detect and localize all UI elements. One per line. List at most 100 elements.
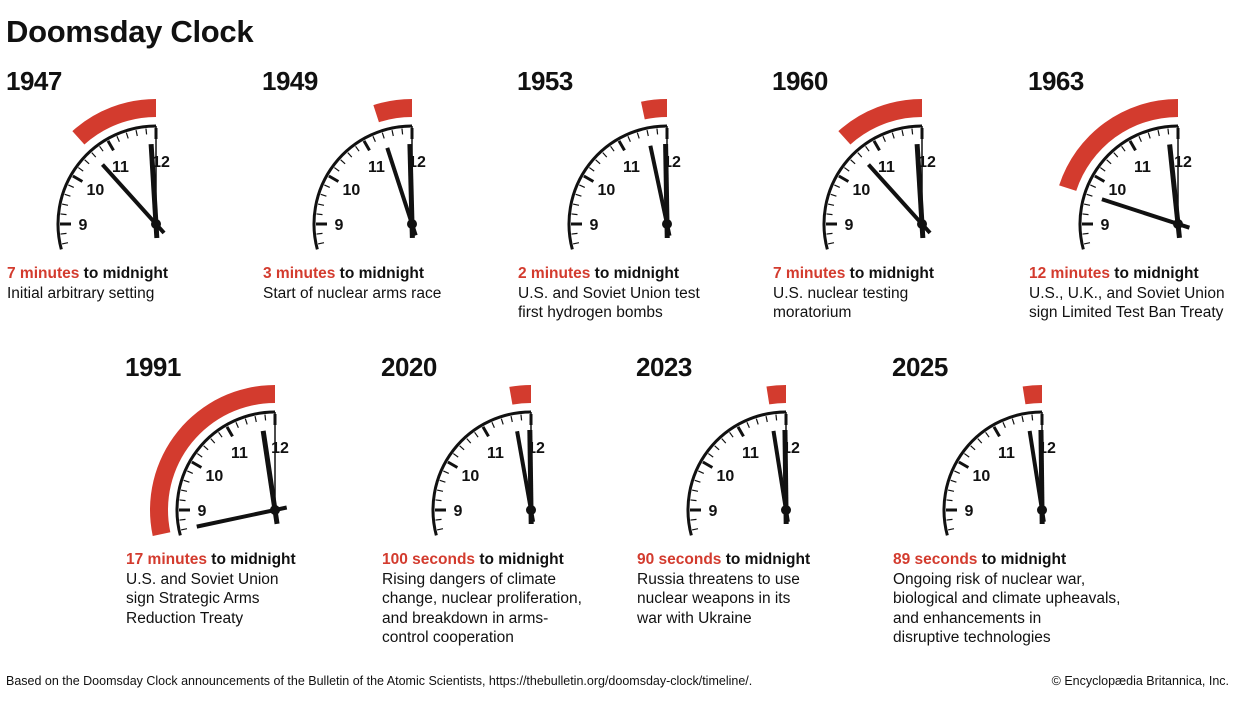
minute-tick (435, 499, 442, 502)
minute-tick (610, 145, 615, 152)
minute-tick (187, 470, 194, 474)
clock-numeral: 11 (231, 445, 248, 462)
minute-tick (911, 128, 914, 135)
year-label: 1949 (262, 66, 318, 96)
minute-tick (183, 479, 190, 483)
minute-tick (636, 132, 640, 139)
clock-numeral: 11 (368, 159, 385, 176)
clock-panel-2023: 2023 9 10 11 12 90 seconds to midnight Russia … (636, 352, 871, 642)
description-line: nuclear weapons in its (637, 590, 791, 607)
minute-tick (320, 193, 327, 197)
clock-numeral: 12 (918, 154, 936, 171)
minute-tick (125, 132, 129, 139)
description-line: Ongoing risk of nuclear war, (893, 570, 1086, 588)
minute-tick (707, 453, 714, 458)
minute-tick (963, 453, 970, 458)
minute-tick (602, 152, 608, 158)
time-remaining-band (766, 385, 786, 405)
description-line: and enhancements in (893, 609, 1042, 627)
minute-tick (970, 445, 976, 451)
clock-caption: 12 minutes to midnight U.S., U.K., and So… (1029, 264, 1241, 323)
headline: 7 minutes to midnight (7, 264, 242, 284)
minute-tick (1138, 136, 1142, 143)
hour-tick (583, 174, 595, 183)
minute-tick (1011, 418, 1015, 425)
minute-tick (947, 528, 955, 531)
hand-pivot (917, 219, 927, 229)
to-midnight-label: to midnight (594, 265, 680, 282)
to-midnight-label: to midnight (211, 551, 296, 568)
minute-tick (572, 242, 580, 245)
minute-tick (946, 518, 953, 521)
minute-tick (60, 213, 67, 216)
footer-credit: © Encyclopædia Britannica, Inc. (1051, 674, 1229, 688)
clock-numeral: 10 (597, 182, 615, 199)
footer-source: Based on the Doomsday Clock announcement… (6, 674, 753, 688)
minute-tick (891, 132, 895, 139)
minute-tick (1082, 213, 1089, 216)
time-remaining-band (373, 99, 412, 123)
minute-tick (714, 445, 720, 451)
to-midnight-label: to midnight (479, 551, 564, 568)
minute-tick (1031, 414, 1034, 421)
hour-tick (447, 460, 459, 469)
clock-caption: 90 seconds to midnight Russia threatens t… (637, 550, 872, 628)
minute-tick (179, 518, 186, 521)
clock-numeral: 10 (716, 468, 734, 485)
description-line: U.S. nuclear testing (773, 284, 909, 302)
to-midnight-label: to midnight (1114, 265, 1199, 282)
time-remaining-amount: 90 seconds (637, 551, 722, 568)
minute-tick (466, 438, 472, 444)
hour-tick (838, 174, 850, 183)
description-line: U.S., U.K., and Soviet Union (1029, 284, 1225, 302)
to-midnight-label: to midnight (849, 265, 935, 282)
minute-tick (588, 167, 595, 172)
minute-tick (691, 489, 699, 492)
minute-tick (627, 136, 631, 143)
minute-tick (646, 129, 649, 137)
minute-tick (401, 128, 404, 135)
headline: 100 seconds to midnight (382, 550, 617, 570)
minute-tick (61, 242, 69, 245)
minute-tick (765, 415, 768, 423)
page-title: Doomsday Clock (6, 14, 254, 49)
minute-tick (1106, 159, 1112, 165)
year-label: 1960 (772, 66, 828, 96)
clock-numeral: 10 (1108, 182, 1126, 199)
minute-tick (491, 422, 495, 429)
clock-numeral: 11 (487, 445, 504, 462)
clock-panel-2020: 2020 9 10 11 12 100 seconds to midnight Rising… (381, 352, 616, 646)
minute-tick (77, 167, 84, 172)
minute-tick (690, 499, 697, 502)
minute-tick (436, 528, 444, 531)
clock-caption: 7 minutes to midnight U.S. nuclear testin… (773, 264, 1008, 323)
minute-tick (145, 128, 148, 135)
time-remaining-band (641, 99, 667, 120)
to-midnight-label: to midnight (83, 265, 169, 282)
minute-tick (1157, 129, 1160, 137)
description-line: biological and climate upheavals, (893, 590, 1121, 607)
minute-tick (381, 132, 385, 139)
minute-tick (254, 415, 257, 423)
clock-caption: 100 seconds to midnight Rising dangers of… (382, 550, 617, 648)
minute-tick (60, 232, 67, 235)
dial-arc (686, 410, 787, 536)
clock-numeral: 9 (79, 217, 88, 234)
hand-pivot (270, 505, 280, 515)
headline: 89 seconds to midnight (893, 550, 1128, 570)
clock-face-1963: 9 10 11 12 (1059, 99, 1192, 250)
minute-tick (84, 159, 90, 165)
year-label: 1953 (517, 66, 573, 96)
minute-tick (264, 414, 267, 421)
description-line: change, nuclear proliferation, (382, 590, 582, 607)
dial-arc (431, 410, 532, 536)
time-remaining-band (150, 385, 275, 536)
minute-tick (510, 415, 513, 423)
clock-panel-2025: 2025 9 10 11 12 89 seconds to midnight Ongoing… (892, 352, 1128, 646)
minute-tick (954, 470, 961, 474)
clock-numeral: 11 (742, 445, 759, 462)
minute-tick (1082, 232, 1089, 235)
minute-tick (950, 479, 957, 483)
minute-tick (459, 445, 465, 451)
